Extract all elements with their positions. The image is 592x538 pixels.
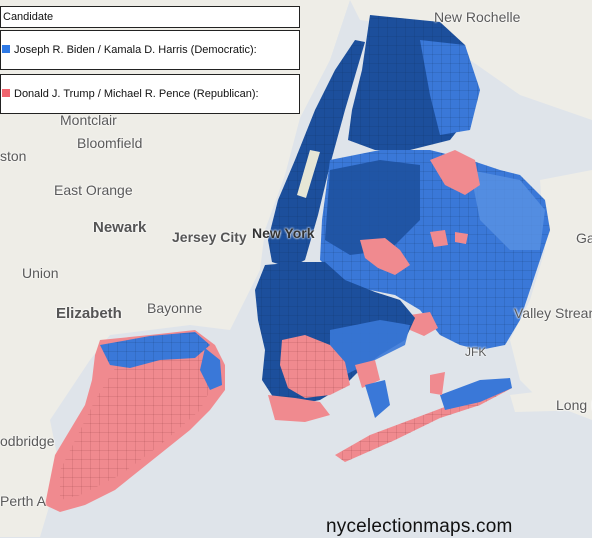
staten-island-east-shore <box>200 348 222 390</box>
label-jersey-city: Jersey City <box>172 229 247 245</box>
label-newark: Newark <box>93 219 147 236</box>
rockaway-blue <box>440 378 512 410</box>
brooklyn-red-borough-park-tracts <box>280 335 350 398</box>
label-odbridge: odbridge <box>0 433 55 449</box>
new-jersey-land <box>0 0 350 537</box>
label-bloomfield: Bloomfield <box>77 135 143 151</box>
barrier-island <box>510 385 592 412</box>
brooklyn-south-light <box>330 320 410 375</box>
bronx-east-tracts <box>420 40 480 135</box>
legend-swatch-democratic <box>2 45 10 53</box>
legend-label-republican: Donald J. Trump / Michael R. Pence (Repu… <box>14 88 259 100</box>
label-montclair: Montclair <box>60 112 117 128</box>
queens-east-light <box>470 170 545 250</box>
legend-swatch-republican <box>2 89 10 97</box>
legend-entry-democratic[interactable]: Joseph R. Biden / Kamala D. Harris (Demo… <box>0 30 300 70</box>
long-island-land <box>510 170 592 420</box>
queens-red-small <box>430 230 448 247</box>
brooklyn-red-marine-park <box>355 360 380 388</box>
label-ston: ston <box>0 148 27 164</box>
label-bayonne: Bayonne <box>147 300 203 316</box>
legend-entry-republican[interactable]: Donald J. Trump / Michael R. Pence (Repu… <box>0 74 300 114</box>
label-union: Union <box>22 265 59 281</box>
queens-red-small-2 <box>455 232 468 244</box>
label-valley-stream: Valley Stream <box>514 305 592 321</box>
legend-title: Candidate <box>0 6 300 28</box>
jamaica-bay-island <box>365 380 390 418</box>
queens-red-college-point <box>430 150 480 195</box>
broad-channel <box>430 372 445 395</box>
label-new-rochelle: New Rochelle <box>434 9 521 25</box>
staten-island-tracts <box>60 350 215 500</box>
staten-island-north-shore-tracts <box>100 332 210 368</box>
watermark: nycelectionmaps.com <box>326 516 513 537</box>
label-long-beach: Long B <box>556 397 592 413</box>
queens-red-middle-village <box>360 238 410 275</box>
label-ga: Ga <box>576 230 592 246</box>
label-jfk: JFK <box>465 345 487 359</box>
legend-label-democratic: Joseph R. Biden / Kamala D. Harris (Demo… <box>14 44 257 56</box>
label-east-orange: East Orange <box>54 182 133 198</box>
label-new-york: New York <box>252 225 315 241</box>
queens-red-howard-beach <box>410 312 438 336</box>
central-park <box>297 150 320 198</box>
queens-west-dark <box>325 160 420 255</box>
label-elizabeth: Elizabeth <box>56 305 122 322</box>
brooklyn-red-bay-ridge <box>268 395 330 422</box>
label-perth-amboy: Perth A <box>0 493 46 509</box>
